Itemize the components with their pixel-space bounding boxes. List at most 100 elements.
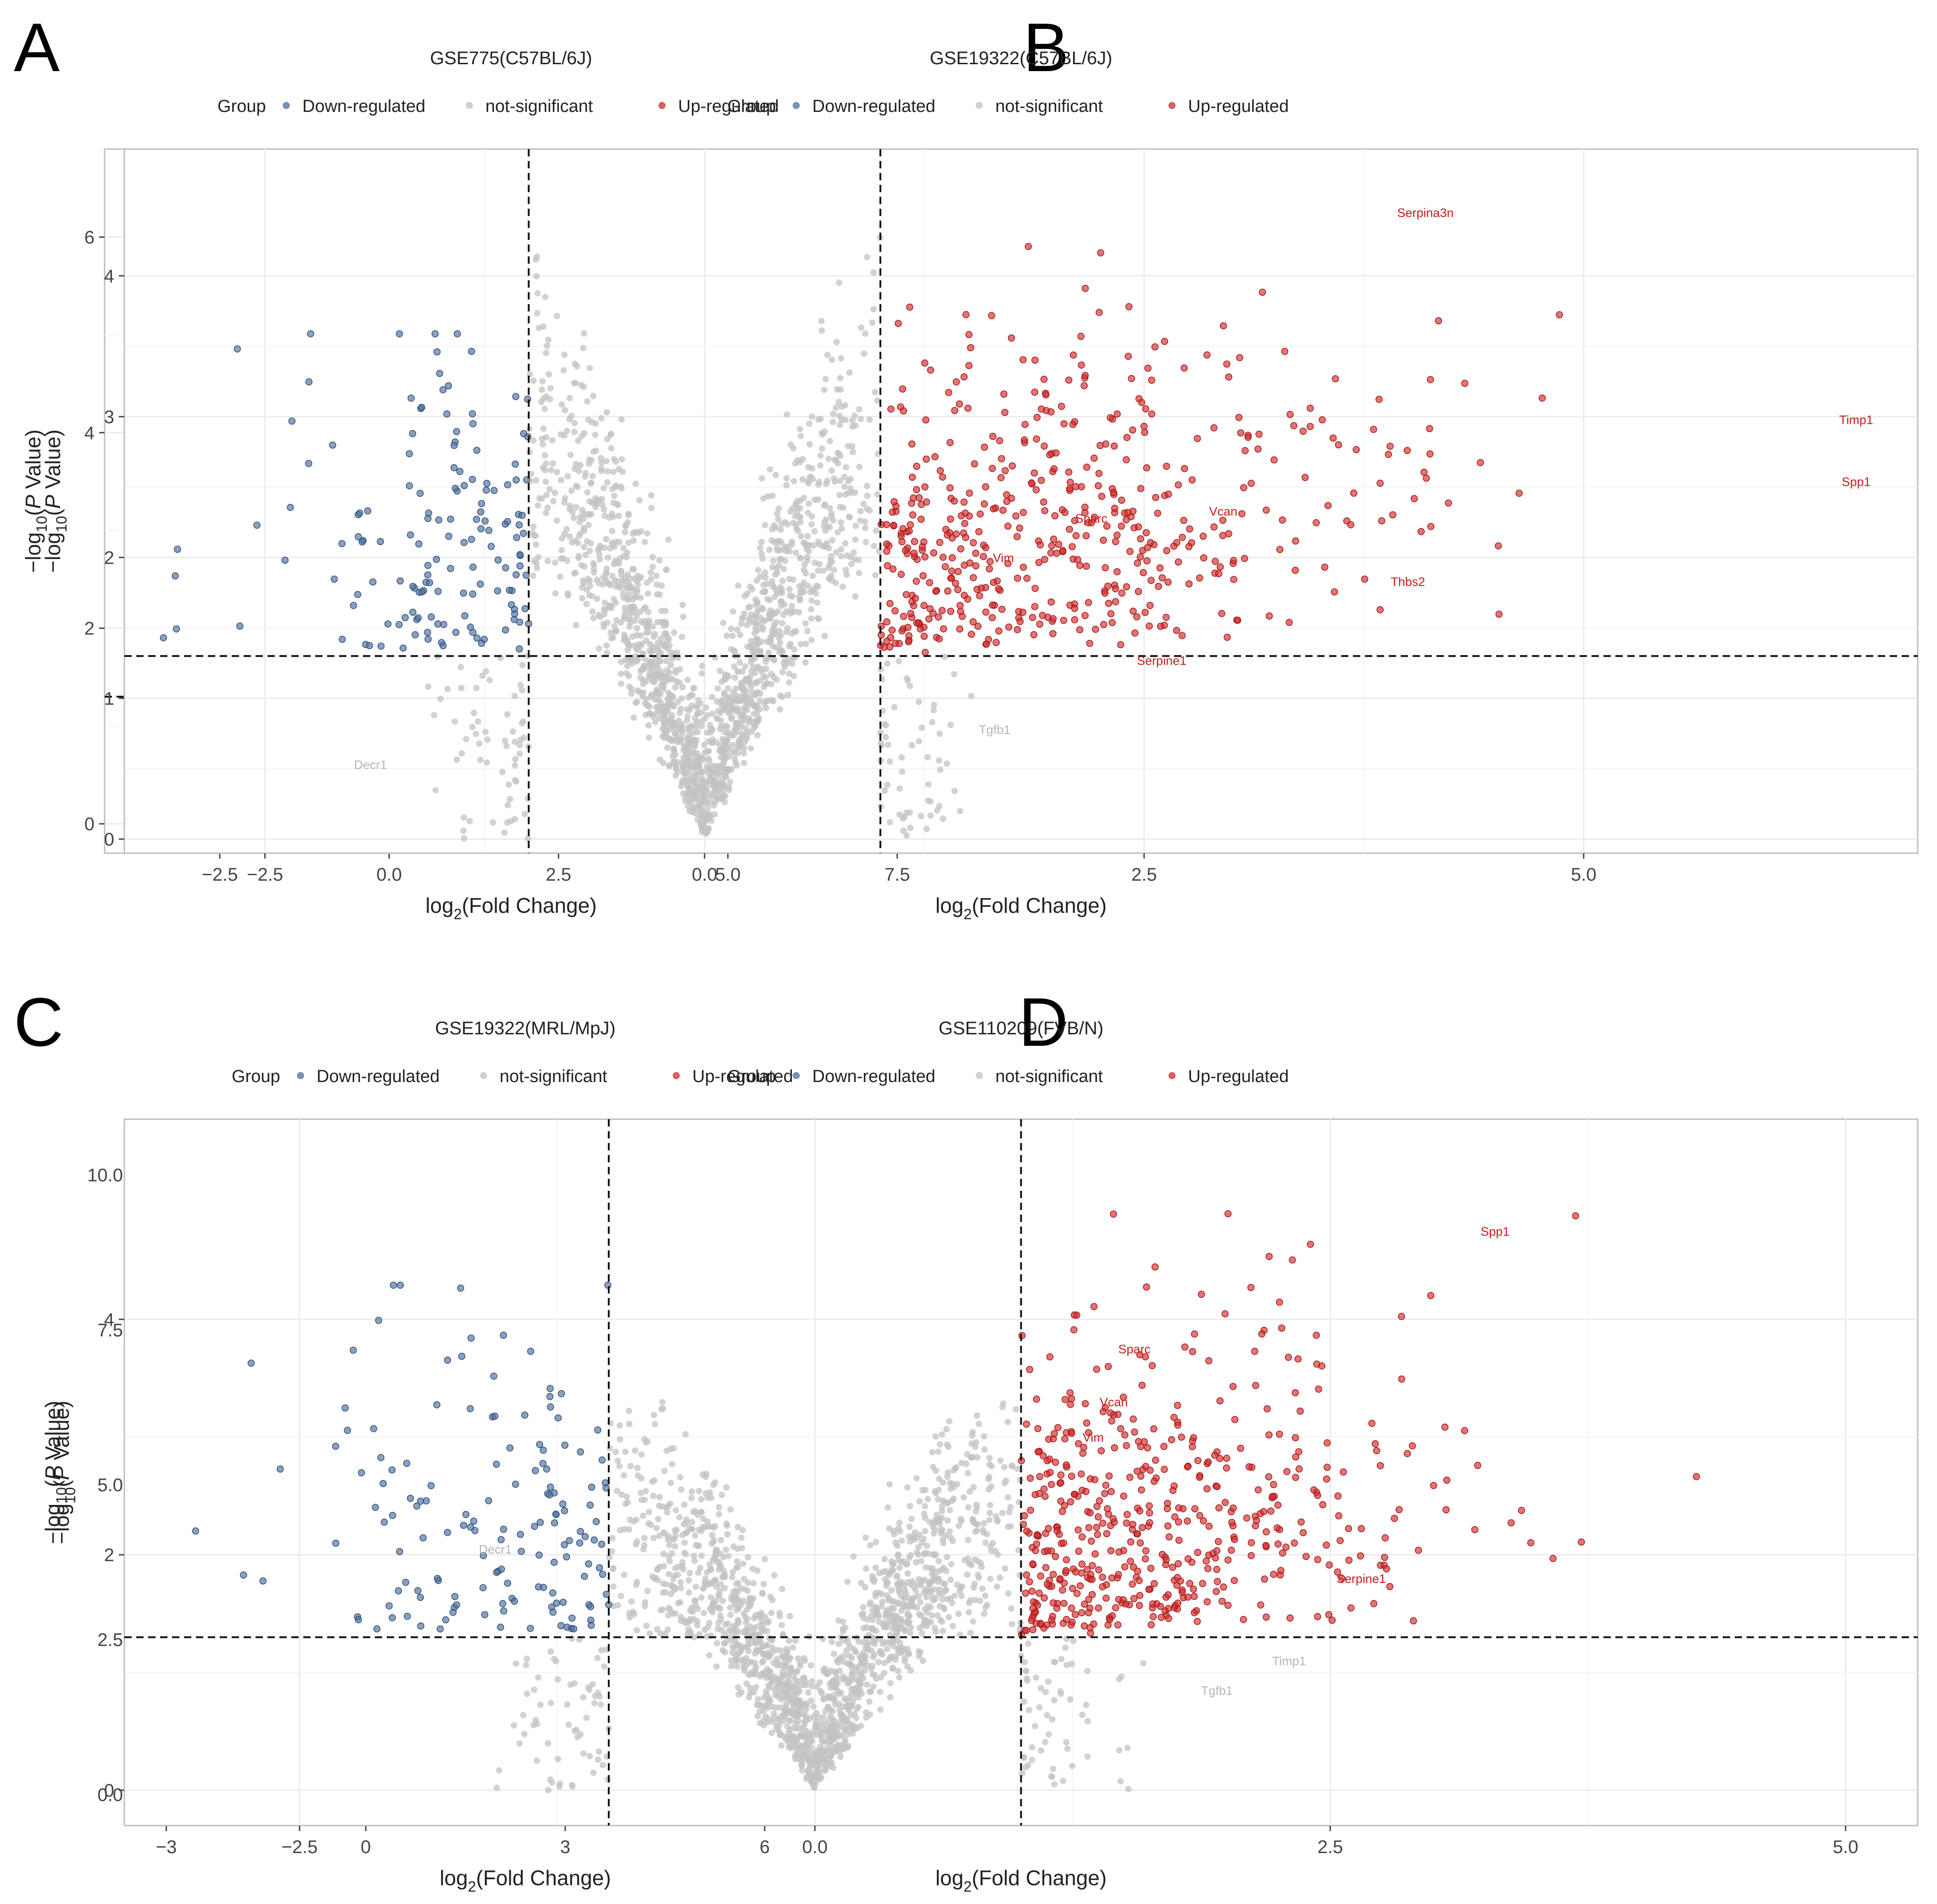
point-ns xyxy=(646,734,652,741)
point-down xyxy=(440,621,447,628)
point-up xyxy=(1254,445,1262,453)
point-up xyxy=(913,486,920,494)
point-up xyxy=(1003,491,1010,499)
point-up xyxy=(1069,351,1077,359)
point-ns xyxy=(482,728,489,735)
point-down xyxy=(174,545,181,553)
point-ns xyxy=(753,577,760,584)
point-down xyxy=(477,525,485,533)
point-ns xyxy=(826,505,833,511)
point-ns xyxy=(918,724,925,731)
point-up xyxy=(1076,626,1084,633)
point-up xyxy=(976,510,984,518)
point-ns xyxy=(785,679,792,686)
point-down xyxy=(485,527,493,534)
point-ns xyxy=(425,683,432,690)
point-ns xyxy=(729,741,736,748)
point-up xyxy=(1032,486,1040,494)
point-ns xyxy=(721,799,728,805)
point-ns xyxy=(564,473,571,480)
point-ns xyxy=(685,737,691,744)
point-ns xyxy=(703,811,710,818)
point-ns xyxy=(857,508,864,515)
point-ns xyxy=(541,467,548,474)
point-up xyxy=(1029,614,1036,621)
point-up xyxy=(1143,557,1151,565)
point-up xyxy=(988,614,996,622)
point-up xyxy=(1241,555,1248,562)
point-up xyxy=(1083,463,1091,471)
point-ns xyxy=(771,657,778,664)
point-up xyxy=(946,484,954,492)
point-ns xyxy=(852,536,859,543)
point-ns xyxy=(735,582,742,589)
point-ns xyxy=(622,529,629,536)
point-ns xyxy=(705,765,712,772)
point-ns xyxy=(541,405,548,412)
point-ns xyxy=(857,324,864,331)
point-ns xyxy=(881,721,888,727)
point-down xyxy=(483,486,490,494)
point-ns xyxy=(618,568,624,575)
point-up xyxy=(1001,409,1008,416)
point-ns xyxy=(543,434,550,441)
point-ns xyxy=(544,342,551,349)
point-up xyxy=(930,549,937,557)
point-up xyxy=(1112,585,1119,593)
point-ns xyxy=(754,663,761,670)
point-ns xyxy=(679,633,685,640)
point-ns xyxy=(506,781,512,788)
point-ns xyxy=(668,726,675,733)
point-ns xyxy=(957,808,963,815)
point-ns xyxy=(539,378,546,385)
point-ns xyxy=(842,540,849,547)
point-ns xyxy=(512,762,518,769)
point-ns xyxy=(580,330,587,337)
point-up xyxy=(1164,578,1172,586)
point-ns xyxy=(625,511,632,517)
y-tick-label: 6 xyxy=(84,228,95,248)
point-ns xyxy=(540,323,547,330)
point-up xyxy=(957,545,964,553)
point-ns xyxy=(516,750,523,757)
point-up xyxy=(1141,609,1149,616)
point-ns xyxy=(653,572,660,579)
point-up xyxy=(1102,440,1109,448)
point-ns xyxy=(828,467,835,474)
point-ns xyxy=(661,630,668,637)
point-ns xyxy=(848,489,855,496)
point-ns xyxy=(856,570,863,577)
point-down xyxy=(524,395,531,403)
point-ns xyxy=(708,725,715,732)
point-ns xyxy=(739,711,746,717)
point-ns xyxy=(543,460,550,467)
point-up xyxy=(1100,537,1107,544)
point-up xyxy=(1230,576,1237,583)
point-ns xyxy=(558,401,565,408)
point-ns xyxy=(789,660,796,667)
point-up xyxy=(1556,311,1563,319)
point-up xyxy=(1113,568,1121,576)
point-ns xyxy=(618,416,625,423)
point-ns xyxy=(573,483,579,489)
point-up xyxy=(888,627,896,634)
point-up xyxy=(883,547,891,555)
point-up xyxy=(1091,455,1098,462)
point-up xyxy=(990,579,997,586)
point-ns xyxy=(679,727,685,734)
point-ns xyxy=(544,504,551,511)
point-ns xyxy=(624,647,631,654)
point-ns xyxy=(552,559,559,566)
point-ns xyxy=(773,619,780,626)
point-ns xyxy=(797,519,804,526)
point-up xyxy=(1024,243,1032,250)
y-tick-label: 4 xyxy=(84,423,95,443)
point-down xyxy=(456,468,464,475)
point-ns xyxy=(547,385,554,392)
point-up xyxy=(1047,598,1055,606)
point-ns xyxy=(721,765,728,772)
point-ns xyxy=(754,732,761,738)
point-ns xyxy=(731,726,738,733)
point-up xyxy=(995,627,1002,635)
point-ns xyxy=(596,645,602,652)
